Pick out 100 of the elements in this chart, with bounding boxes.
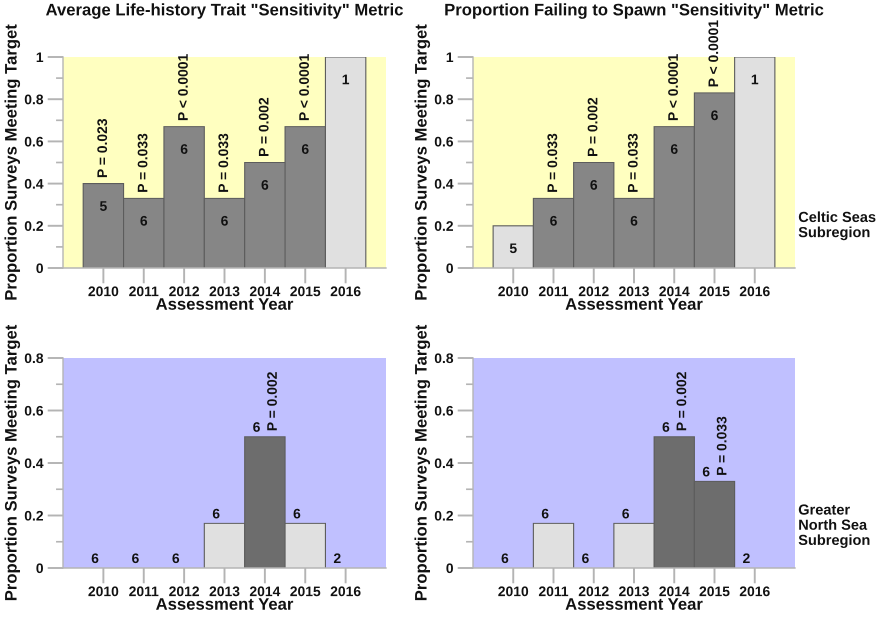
x-tick-label: 2015: [290, 286, 320, 296]
y-tick-label: 0.6: [24, 406, 44, 416]
annotation: 6: [262, 180, 268, 190]
y-axis-title: Proportion Surveys Meeting Target: [4, 24, 20, 300]
chart-title: Proportion Failing to Spawn "Sensitivity" Metric: [445, 3, 824, 19]
annotation: 6: [630, 216, 638, 226]
y-tick-label: 1: [36, 52, 44, 62]
x-tick-label: 2015: [290, 586, 320, 596]
y-tick-label: 0.8: [434, 94, 454, 104]
annotation: 6: [622, 508, 630, 519]
annotation: 6: [172, 553, 180, 564]
x-tick-label: 2010: [498, 286, 528, 296]
y-tick-label: 0.2: [24, 510, 43, 521]
y-tick-label: 0.6: [434, 136, 454, 147]
y-tick-label: 0.4: [24, 458, 44, 468]
annotation: 2: [334, 553, 341, 564]
annotation: 6: [180, 144, 188, 154]
x-tick-label: 2011: [538, 286, 568, 296]
y-axis-title: Proportion Surveys Meeting Target: [4, 324, 20, 600]
annotation: P = 0.002: [676, 372, 686, 430]
x-tick-label: 2010: [498, 586, 528, 596]
annotation: 5: [100, 201, 107, 211]
y-tick-label: 0.6: [434, 406, 454, 416]
x-tick-label: 2012: [578, 286, 609, 296]
annotation: P = 0.033: [547, 134, 558, 192]
y-tick-label: 0.2: [434, 221, 453, 231]
x-tick-label: 2010: [88, 586, 118, 596]
annotation: 6: [294, 508, 300, 519]
y-tick-label: 0.4: [24, 178, 44, 189]
annotation: 6: [550, 216, 557, 226]
x-tick-label: 2013: [619, 586, 649, 596]
y-tick-label: 0: [446, 263, 453, 274]
y-tick-label: 0.2: [434, 510, 453, 521]
text: Greater North Sea Subregion: [798, 504, 870, 548]
y-tick-label: 1: [446, 52, 454, 62]
x-tick-label: 2015: [700, 286, 730, 296]
annotation: P = 0.002: [258, 98, 269, 156]
y-tick-label: 0: [446, 563, 453, 574]
annotation: P < 0.0001: [668, 54, 678, 120]
y-tick-label: 0.8: [434, 353, 454, 364]
annotation: 6: [302, 144, 309, 154]
bar: [532, 522, 574, 568]
annotation: P = 0.023: [97, 118, 108, 178]
annotation: 6: [140, 216, 148, 226]
y-tick-label: 0.2: [24, 221, 43, 231]
annotation: P = 0.033: [218, 134, 228, 192]
x-tick-label: 2015: [700, 586, 730, 596]
annotation: 6: [221, 216, 228, 226]
annotation: 6: [92, 553, 98, 564]
x-tick-label: 2010: [88, 286, 118, 296]
x-tick-label: 2012: [578, 586, 609, 596]
x-axis-title: Assessment Year: [566, 298, 703, 310]
text: Celtic Seas Subregion: [798, 211, 876, 240]
x-tick-label: 2011: [129, 586, 158, 596]
x-tick-label: 2014: [659, 286, 690, 296]
x-tick-label: 2012: [169, 586, 200, 596]
x-tick-label: 2014: [250, 286, 280, 296]
x-tick-label: 2011: [538, 586, 568, 596]
annotation: 6: [582, 553, 589, 564]
y-tick-label: 0.6: [24, 136, 44, 147]
x-tick-label: 2016: [740, 586, 770, 596]
x-tick-label: 2013: [210, 286, 240, 296]
y-tick-label: 0.4: [434, 458, 454, 468]
annotation: P < 0.0001: [708, 20, 718, 86]
annotation: P = 0.033: [138, 134, 148, 192]
x-axis-title: Assessment Year: [156, 298, 294, 310]
y-tick-label: 0.8: [24, 94, 44, 104]
annotation: 6: [132, 553, 139, 564]
annotation: P = 0.033: [628, 134, 638, 192]
annotation: 6: [662, 422, 670, 432]
annotation: 1: [752, 74, 758, 84]
y-tick-label: 0.4: [434, 178, 454, 189]
x-axis-title: Assessment Year: [156, 598, 294, 610]
x-tick-label: 2014: [250, 586, 280, 596]
x-axis-title: Assessment Year: [566, 598, 703, 610]
x-tick-label: 2016: [330, 286, 361, 296]
x-tick-label: 2012: [169, 286, 200, 296]
annotation: 6: [212, 508, 220, 519]
annotation: 6: [502, 553, 508, 564]
annotation: 1: [342, 74, 350, 84]
annotation: 6: [711, 110, 718, 120]
annotation: 6: [670, 144, 678, 154]
y-tick-label: 0: [36, 563, 43, 574]
x-tick-label: 2013: [619, 286, 649, 296]
annotation: 6: [253, 422, 260, 432]
x-tick-label: 2016: [740, 286, 770, 296]
x-tick-label: 2013: [210, 586, 240, 596]
annotation: 6: [702, 466, 710, 477]
y-axis-title: Proportion Surveys Meeting Target: [414, 324, 430, 600]
chart-title: Average Life-history Trait "Sensitivity" Metric: [46, 3, 403, 19]
annotation: P < 0.0001: [178, 54, 188, 120]
annotation: 5: [510, 243, 517, 254]
annotation: P = 0.002: [267, 372, 277, 430]
annotation: 6: [590, 180, 598, 190]
y-axis-title: Proportion Surveys Meeting Target: [414, 24, 430, 300]
annotation: P = 0.002: [588, 98, 598, 156]
y-tick-label: 0: [36, 263, 43, 274]
y-tick-label: 0.8: [24, 353, 44, 364]
annotation: 2: [743, 553, 750, 564]
annotation: P < 0.0001: [299, 54, 309, 120]
